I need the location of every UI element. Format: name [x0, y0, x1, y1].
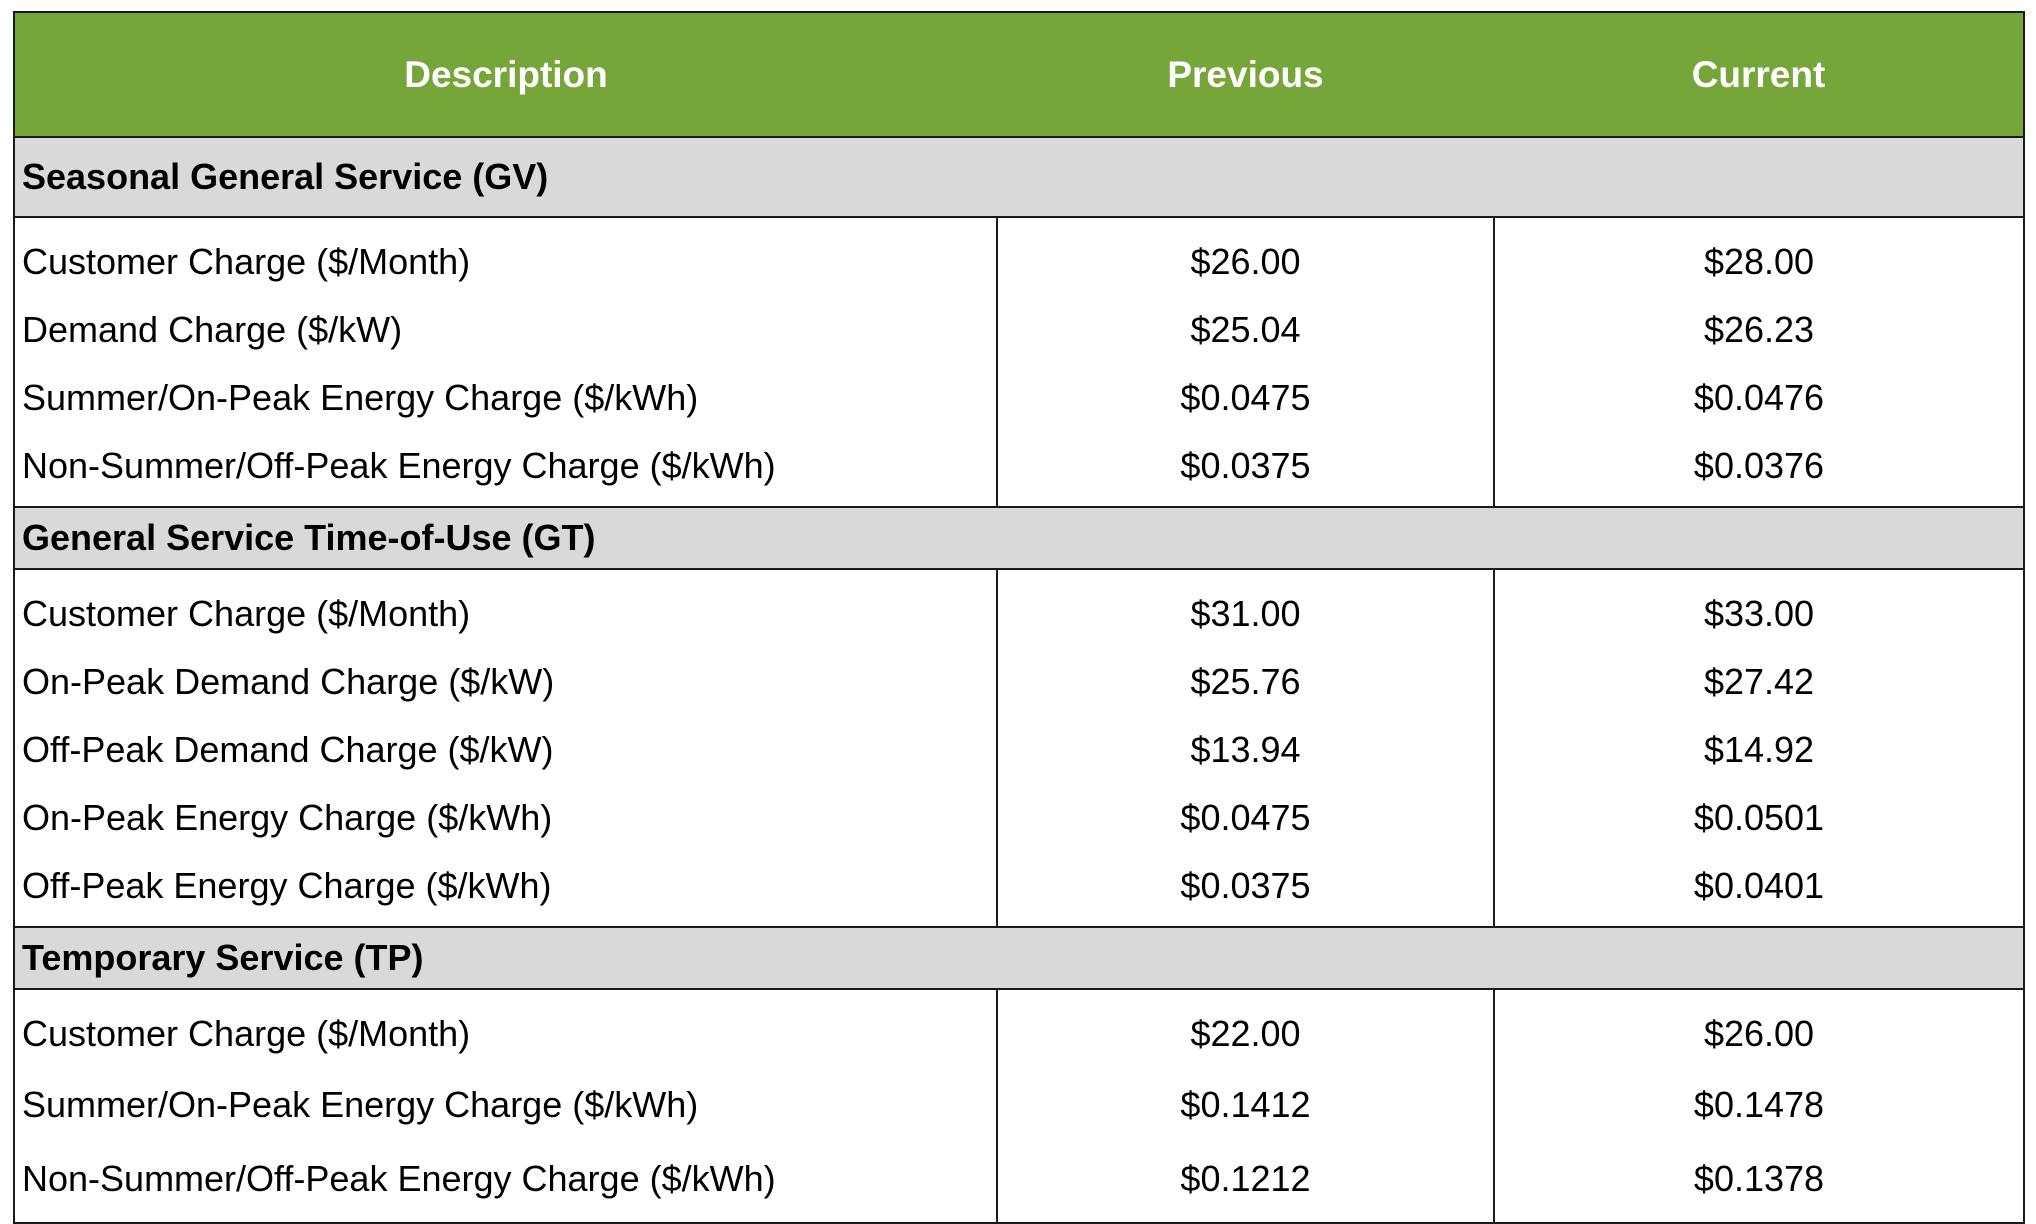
row-description: Off-Peak Demand Charge ($/kW): [14, 716, 998, 784]
row-current-value: $0.1478: [1693, 1084, 1825, 1125]
row-description: On-Peak Demand Charge ($/kW): [14, 648, 998, 716]
column-header-previous: Previous: [997, 12, 1494, 138]
table-row: Customer Charge ($/Month) $22.00 $26.00: [14, 989, 2024, 1068]
row-current-value: $27.42: [1703, 661, 1815, 702]
row-description: Non-Summer/Off-Peak Energy Charge ($/kWh…: [14, 432, 998, 507]
row-description: Summer/On-Peak Energy Charge ($/kWh): [14, 364, 998, 432]
row-previous-value: $31.00: [997, 569, 1495, 648]
table-row: Summer/On-Peak Energy Charge ($/kWh) $0.…: [14, 1068, 2024, 1142]
row-current-value: $0.1378: [1693, 1158, 1825, 1199]
row-description: Customer Charge ($/Month): [14, 217, 998, 296]
row-current-value: $26.23: [1703, 309, 1815, 350]
table-row: On-Peak Demand Charge ($/kW) $25.76 $27.…: [14, 648, 2024, 716]
row-current-value: $0.0501: [1693, 797, 1825, 838]
row-description: Summer/On-Peak Energy Charge ($/kWh): [14, 1068, 998, 1142]
row-current-value: $33.00: [1703, 593, 1815, 634]
table-row: Non-Summer/Off-Peak Energy Charge ($/kWh…: [14, 432, 2024, 507]
row-description: Customer Charge ($/Month): [14, 989, 998, 1068]
row-previous-value: $25.76: [997, 648, 1495, 716]
row-current-value: $14.92: [1703, 729, 1815, 770]
row-previous-value: $22.00: [997, 989, 1495, 1068]
row-description: Off-Peak Energy Charge ($/kWh): [14, 852, 998, 927]
table-row: On-Peak Energy Charge ($/kWh) $0.0475 $0…: [14, 784, 2024, 852]
row-current-value: $0.0376: [1693, 445, 1825, 486]
table-row: Customer Charge ($/Month) $26.00 $28.00: [14, 217, 2024, 296]
row-description: Demand Charge ($/kW): [14, 296, 998, 364]
section-header-gt: General Service Time-of-Use (GT): [14, 506, 2024, 570]
section-header-tp: Temporary Service (TP): [14, 926, 2024, 990]
table-header-row: Description Previous Current: [14, 12, 2024, 138]
row-previous-value: $0.1412: [997, 1068, 1495, 1142]
table-row: Summer/On-Peak Energy Charge ($/kWh) $0.…: [14, 364, 2024, 432]
row-previous-value: $26.00: [997, 217, 1495, 296]
table-row: Off-Peak Demand Charge ($/kW) $13.94 $14…: [14, 716, 2024, 784]
row-current-value: $26.00: [1703, 1013, 1815, 1054]
row-current-value: $28.00: [1703, 241, 1815, 282]
column-header-description: Description: [14, 12, 997, 138]
row-previous-value: $0.1212: [997, 1142, 1495, 1223]
table-row: Customer Charge ($/Month) $31.00 $33.00: [14, 569, 2024, 648]
row-previous-value: $0.0475: [997, 364, 1495, 432]
table-row: Off-Peak Energy Charge ($/kWh) $0.0375 $…: [14, 852, 2024, 927]
column-header-current: Current: [1494, 12, 2024, 138]
row-previous-value: $25.04: [997, 296, 1495, 364]
row-previous-value: $0.0475: [997, 784, 1495, 852]
row-description: Non-Summer/Off-Peak Energy Charge ($/kWh…: [14, 1142, 998, 1223]
row-description: Customer Charge ($/Month): [14, 569, 998, 648]
section-header-gv: Seasonal General Service (GV): [14, 136, 2024, 218]
row-previous-value: $0.0375: [997, 432, 1495, 507]
row-previous-value: $13.94: [997, 716, 1495, 784]
row-current-value: $0.0476: [1693, 377, 1825, 418]
section-title: Temporary Service (TP): [14, 926, 2024, 990]
row-previous-value: $0.0375: [997, 852, 1495, 927]
table-row: Non-Summer/Off-Peak Energy Charge ($/kWh…: [14, 1142, 2024, 1223]
row-current-value: $0.0401: [1693, 865, 1825, 906]
section-title: Seasonal General Service (GV): [14, 136, 2024, 218]
row-description: On-Peak Energy Charge ($/kWh): [14, 784, 998, 852]
table-row: Demand Charge ($/kW) $25.04 $26.23: [14, 296, 2024, 364]
rate-comparison-table: Description Previous Current Seasonal Ge…: [13, 11, 2025, 1224]
section-title: General Service Time-of-Use (GT): [14, 506, 2024, 570]
